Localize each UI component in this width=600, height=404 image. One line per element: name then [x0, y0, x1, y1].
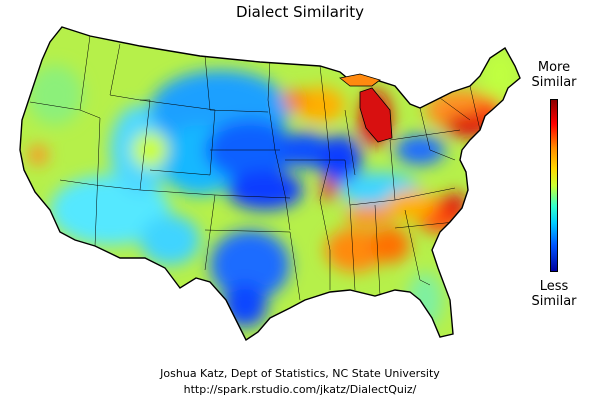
- legend-top-line2: Similar: [531, 75, 577, 90]
- legend-more-similar: More Similar: [524, 60, 584, 90]
- legend-bottom-line1: Less: [539, 279, 569, 294]
- credit-author: Joshua Katz, Dept of Statistics, NC Stat…: [160, 367, 440, 380]
- legend-top-line1: More: [537, 60, 571, 75]
- map-title: Dialect Similarity: [235, 3, 365, 21]
- credit-url: http://spark.rstudio.com/jkatz/DialectQu…: [183, 383, 417, 396]
- legend-less-similar: Less Similar: [524, 279, 584, 309]
- michigan-lower-peninsula: [359, 87, 393, 143]
- state-borders: [29, 35, 481, 301]
- legend-color-scale: [550, 99, 558, 272]
- legend-bottom-line2: Similar: [531, 294, 577, 309]
- michigan-upper-peninsula: [339, 73, 381, 87]
